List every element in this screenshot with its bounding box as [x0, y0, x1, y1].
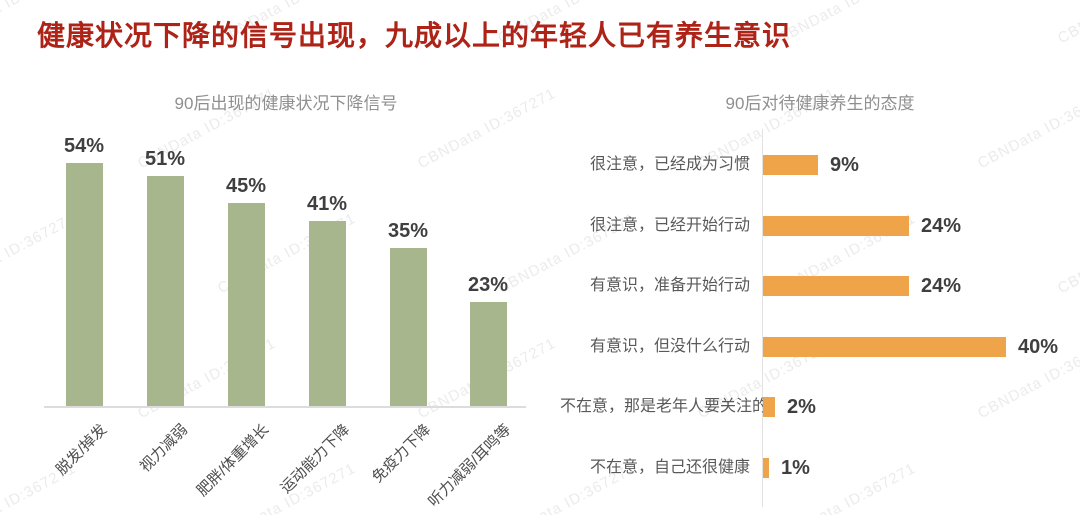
bar-column [390, 248, 427, 406]
bar-value-label: 9% [830, 154, 859, 176]
category-label: 很注意，已经成为习惯 [589, 156, 750, 173]
category-label: 免疫力下降 [369, 421, 435, 487]
bar [763, 337, 1006, 357]
category-label: 视力减弱 [136, 421, 192, 476]
bar [763, 458, 769, 478]
bar-value-label: 1% [781, 457, 810, 479]
bar-column [228, 203, 265, 406]
category-label: 有意识，准备开始行动 [589, 277, 750, 294]
category-label: 肥胖/体重增长 [193, 421, 273, 500]
category-label: 有意识，但没什么行动 [589, 338, 750, 355]
chart-health-decline-signals: 90后出现的健康状况下降信号 54% 51% 45% 41% 35% 23% 脱… [40, 85, 532, 515]
chart-title: 90后对待健康养生的态度 [725, 94, 915, 113]
bar-value-label: 2% [787, 396, 816, 418]
bar-value-label: 24% [921, 215, 962, 237]
bar [763, 276, 909, 296]
bar [763, 216, 909, 236]
category-label: 脱发/掉发 [52, 421, 111, 479]
bar [763, 155, 818, 175]
chart-title: 90后出现的健康状况下降信号 [174, 94, 398, 113]
bar-column [309, 221, 346, 406]
bar-value-label: 41% [306, 193, 348, 215]
x-axis-line [44, 406, 526, 408]
bar-value-label: 23% [467, 274, 509, 296]
bar-value-label: 24% [921, 275, 962, 297]
bar-column [470, 302, 507, 406]
page-title: 健康状况下降的信号出现，九成以上的年轻人已有养生意识 [37, 20, 792, 51]
bar-value-label: 35% [387, 220, 429, 242]
bar-value-label: 45% [225, 175, 267, 197]
bar-value-label: 40% [1018, 336, 1059, 358]
watermark: CBNData ID:367271 [1055, 0, 1080, 48]
bar [763, 397, 775, 417]
category-label: 很注意，已经开始行动 [589, 217, 750, 234]
bar-value-label: 51% [144, 148, 186, 170]
category-label: 不在意，自己还很健康 [589, 459, 750, 476]
category-label: 运动能力下降 [277, 421, 354, 497]
watermark: CBNData ID:367271 [775, 0, 919, 48]
bar-column [66, 163, 103, 406]
category-label: 不在意，那是老年人要关注的 [560, 398, 769, 415]
y-axis-line [762, 129, 763, 507]
bar-column [147, 176, 184, 406]
bar-value-label: 54% [63, 135, 105, 157]
chart-health-attitude: 90后对待健康养生的态度 很注意，已经成为习惯 很注意，已经开始行动 有意识，准… [560, 85, 1080, 515]
category-label: 听力减弱/耳鸣等 [424, 421, 515, 511]
